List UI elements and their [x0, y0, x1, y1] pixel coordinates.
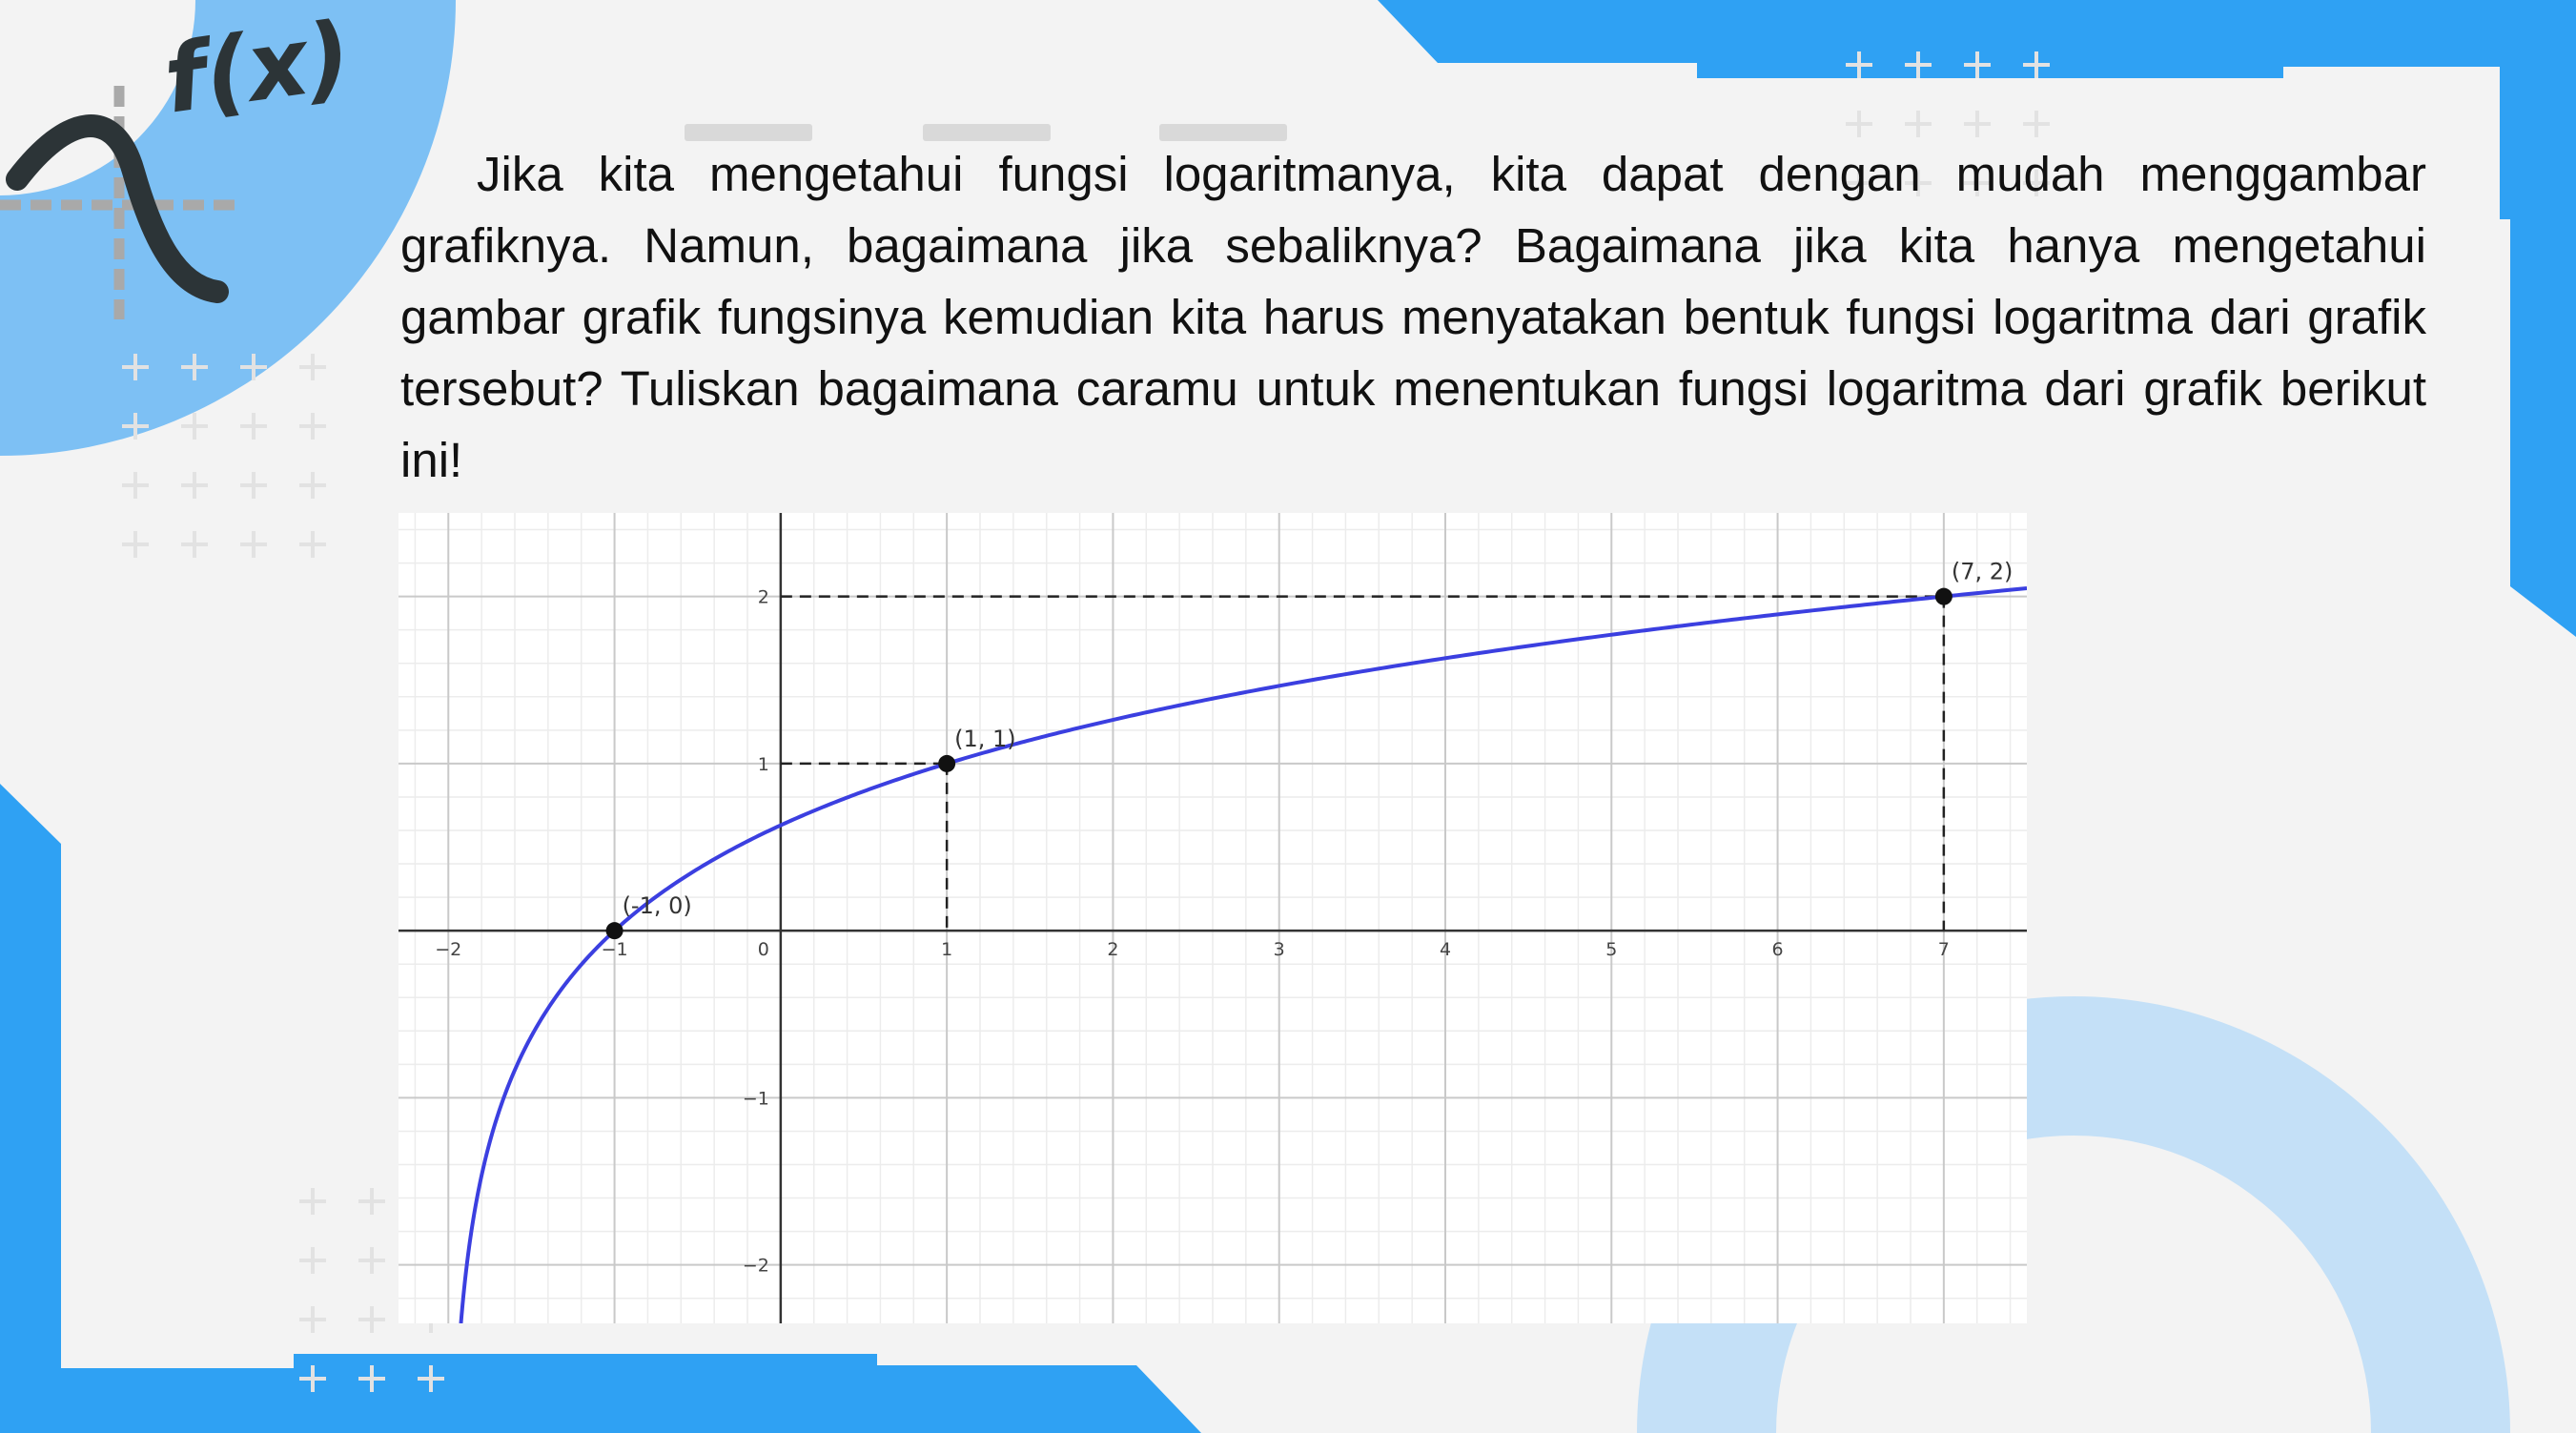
x-tick-label: 7 — [1938, 939, 1950, 960]
tick-labels: −2 −1 0 1 2 3 4 5 6 7 −2 −1 1 2 — [435, 587, 1950, 1277]
plus-mark — [122, 413, 149, 440]
plus-mark — [2023, 51, 2050, 78]
plus-mark — [2023, 170, 2050, 196]
y-tick-label: 1 — [758, 754, 769, 775]
plus-mark — [358, 1188, 385, 1215]
plus-mark — [181, 472, 208, 499]
log-graph: −2 −1 0 1 2 3 4 5 6 7 −2 −1 1 2 (-1, 0) (1, 1) (7, 2) — [399, 513, 2027, 1323]
plus-mark — [122, 472, 149, 499]
plus-mark — [299, 1306, 326, 1333]
plus-mark — [1964, 51, 1991, 78]
plus-mark — [1846, 170, 1872, 196]
point-label: (-1, 0) — [623, 892, 692, 919]
x-tick-label: 0 — [758, 939, 769, 960]
x-tick-label: 4 — [1440, 939, 1451, 960]
guide-line — [780, 762, 949, 931]
plus-mark — [240, 354, 267, 380]
plus-mark — [122, 531, 149, 558]
plus-mark — [358, 1306, 385, 1333]
x-tick-label: 6 — [1772, 939, 1784, 960]
plus-mark — [2023, 111, 2050, 137]
plus-mark — [181, 531, 208, 558]
plus-mark — [1905, 51, 1932, 78]
axes — [399, 513, 2027, 1323]
plus-mark — [240, 413, 267, 440]
y-tick-label: −1 — [743, 1088, 769, 1109]
top-right-frame — [1378, 0, 2576, 637]
y-tick-label: −2 — [743, 1256, 769, 1277]
plus-mark — [418, 1365, 444, 1392]
plus-mark — [181, 354, 208, 380]
plus-mark — [299, 1365, 326, 1392]
plus-mark — [299, 531, 326, 558]
fx-logo: f(x) — [0, 2, 358, 319]
x-tick-label: −1 — [602, 939, 628, 960]
plus-mark — [299, 354, 326, 380]
plus-mark — [299, 1247, 326, 1274]
curve-icon — [6, 114, 229, 303]
dash-decoration — [685, 124, 1287, 141]
plus-mark — [1905, 111, 1932, 137]
point-marker — [1934, 587, 1952, 605]
x-tick-label: 1 — [941, 939, 952, 960]
dashed-guides — [780, 595, 1946, 931]
logo-text: f(x) — [157, 2, 357, 135]
plus-mark — [1964, 111, 1991, 137]
x-tick-label: 5 — [1605, 939, 1617, 960]
plus-mark — [1905, 170, 1932, 196]
point-marker — [938, 754, 956, 772]
points: (-1, 0) (1, 1) (7, 2) — [605, 559, 2014, 940]
plus-mark — [240, 531, 267, 558]
plus-mark — [1846, 111, 1872, 137]
bottom-left-frame — [0, 784, 1201, 1433]
point-label: (1, 1) — [954, 726, 1016, 752]
log-curve — [459, 586, 2027, 1323]
x-tick-label: 2 — [1107, 939, 1118, 960]
question-text: Jika kita mengetahui fungsi logaritmanya… — [400, 147, 2426, 487]
plus-mark — [181, 413, 208, 440]
plus-mark — [358, 1247, 385, 1274]
plus-mark — [299, 413, 326, 440]
top-left-arc — [0, 0, 456, 456]
plus-mark — [1846, 51, 1872, 78]
y-tick-label: 2 — [758, 587, 769, 608]
guide-line — [780, 595, 1946, 931]
x-tick-label: −2 — [435, 939, 461, 960]
plus-mark — [240, 472, 267, 499]
point-marker — [605, 922, 624, 940]
point-label: (7, 2) — [1952, 559, 2014, 585]
plus-mark — [299, 472, 326, 499]
x-tick-label: 3 — [1274, 939, 1285, 960]
plus-mark — [358, 1365, 385, 1392]
plus-mark — [299, 1188, 326, 1215]
plus-mark — [122, 354, 149, 380]
plus-mark — [1964, 170, 1991, 196]
